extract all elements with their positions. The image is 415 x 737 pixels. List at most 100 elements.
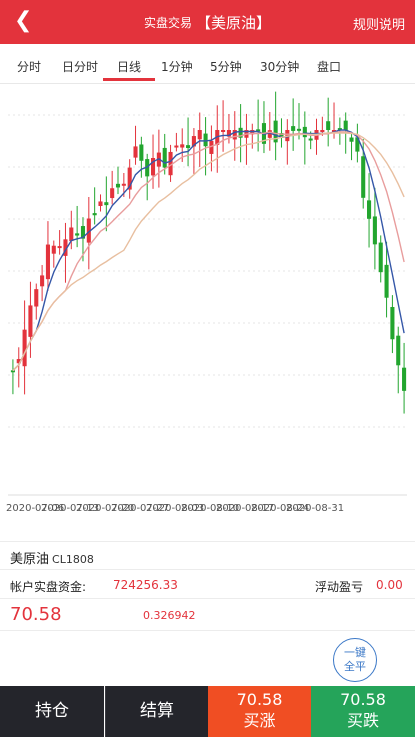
candle-body — [34, 289, 39, 307]
candle-body — [186, 145, 191, 149]
chevron-left-icon[interactable]: ❮ — [14, 8, 33, 33]
candle-body — [121, 183, 126, 186]
candle-body — [127, 167, 132, 190]
candle-body — [191, 136, 196, 147]
candle-body — [40, 275, 45, 287]
candle-body — [279, 133, 284, 138]
candle-body — [162, 147, 167, 168]
chart-grid — [8, 114, 407, 496]
buy-up-label: 买涨 — [243, 711, 276, 730]
candle-body — [57, 246, 62, 249]
candle-body — [267, 130, 272, 138]
instrument-title: 【美原油】 — [196, 14, 272, 32]
candle-body — [296, 128, 302, 131]
close-all-line1: 一键 — [344, 646, 366, 659]
candle-body — [331, 130, 337, 132]
float-pl-label: 浮动盈亏 — [315, 580, 364, 594]
candle-body — [63, 239, 68, 256]
tab-daily[interactable]: 日线 — [117, 60, 142, 74]
candle-body — [197, 130, 202, 140]
buy-up-price: 70.58 — [236, 690, 283, 709]
candle-body — [86, 218, 91, 243]
position-button[interactable]: 持仓 — [0, 686, 104, 737]
x-tick-label: 2020-08-17 — [216, 503, 274, 514]
capital-value: 724256.33 — [113, 578, 178, 592]
divider — [0, 541, 415, 542]
candle-body — [326, 121, 331, 130]
page-subtitle: 实盘交易 — [143, 16, 192, 30]
candle-body — [402, 367, 407, 391]
candle-body — [203, 133, 208, 147]
candle-body — [302, 126, 307, 138]
tab-orderbook[interactable]: 盘口 — [317, 60, 342, 74]
candle-body — [139, 144, 144, 161]
tab-1min[interactable]: 1分钟 — [161, 60, 193, 74]
candle-body — [221, 130, 226, 132]
candle-body — [110, 188, 115, 199]
candle-body — [92, 213, 97, 216]
settle-button[interactable]: 结算 — [105, 686, 208, 737]
tab-5min[interactable]: 5分钟 — [210, 60, 242, 74]
candle-body — [367, 200, 372, 219]
candle-body — [320, 130, 325, 132]
close-all-button[interactable]: 一键 全平 — [333, 638, 377, 682]
candle-body — [343, 120, 348, 131]
tab-daily-timeshare[interactable]: 日分时 — [62, 60, 99, 74]
candle-body — [98, 201, 103, 206]
candle-body — [226, 130, 231, 137]
tab-30min[interactable]: 30分钟 — [260, 60, 300, 74]
instrument-code: CL1808 — [52, 553, 94, 566]
candle-body — [69, 227, 74, 242]
current-price: 70.58 — [10, 604, 62, 625]
candle-body — [133, 146, 138, 158]
rules-link[interactable]: 规则说明 — [352, 18, 405, 33]
candle-body — [104, 202, 109, 206]
candle-body — [215, 130, 220, 145]
candle-body — [45, 244, 50, 280]
ma-line-20 — [12, 132, 405, 372]
candle-body — [355, 137, 360, 152]
price-change: 0.326942 — [143, 609, 196, 622]
tab-timeshare[interactable]: 分时 — [17, 60, 42, 74]
header-bar: ❮ 实盘交易 【美原油】 规则说明 — [0, 0, 415, 44]
moving-average-lines — [12, 129, 405, 372]
candle-body — [168, 151, 173, 176]
candle-body — [75, 233, 80, 236]
candle-body — [238, 127, 243, 138]
divider — [0, 569, 415, 570]
kline-chart[interactable]: 2020-07-062020-07-132020-07-202020-07-27… — [0, 85, 415, 517]
x-tick-label: 2020-08-03 — [146, 503, 204, 514]
x-axis-tick-labels: 2020-07-062020-07-132020-07-202020-07-27… — [6, 503, 344, 514]
x-tick-label: 2020-08-10 — [181, 503, 239, 514]
float-pl-value: 0.00 — [376, 578, 403, 592]
x-tick-label: 2020-07-06 — [6, 503, 64, 514]
page-title: 实盘交易 【美原油】 — [0, 12, 415, 33]
active-tab-indicator — [103, 78, 155, 81]
candle-body — [372, 216, 377, 245]
candle-body — [396, 335, 401, 366]
instrument-label: 美原油 — [10, 552, 50, 567]
capital-label: 帐户实盘资金: — [10, 580, 87, 594]
candle-body — [349, 137, 354, 142]
divider — [0, 630, 415, 631]
candle-body — [22, 329, 27, 367]
candle-body — [16, 359, 21, 364]
buy-up-button[interactable]: 70.58 买涨 — [208, 686, 311, 737]
candle-body — [80, 226, 86, 239]
candle-body — [390, 307, 395, 340]
buy-down-price: 70.58 — [340, 690, 386, 709]
instrument-name: 美原油 CL1808 — [10, 548, 94, 567]
candle-body — [115, 183, 121, 188]
candle-body — [232, 130, 237, 140]
candle-body — [51, 245, 56, 254]
buy-down-label: 买跌 — [346, 711, 379, 730]
x-tick-label: 2020-07-13 — [41, 503, 99, 514]
candle-body — [28, 305, 33, 337]
buy-down-button[interactable]: 70.58 买跌 — [311, 686, 415, 737]
candle-body — [209, 140, 214, 154]
divider — [0, 598, 415, 599]
x-tick-label: 2020-07-27 — [111, 503, 169, 514]
period-tabs: 分时 日分时 日线 1分钟 5分钟 30分钟 盘口 — [0, 44, 415, 84]
ma-line-5 — [12, 129, 405, 372]
candle-body — [378, 242, 383, 273]
